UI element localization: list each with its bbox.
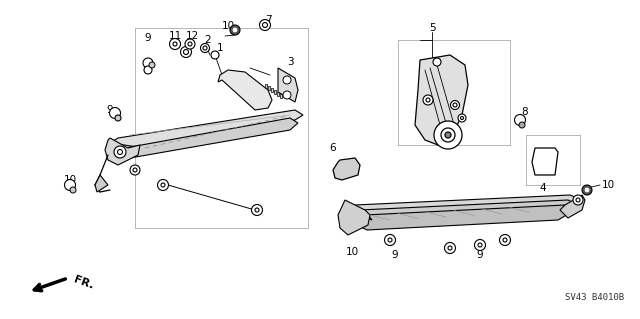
Circle shape [426, 98, 430, 102]
Circle shape [188, 42, 192, 46]
Text: 10: 10 [602, 180, 614, 190]
Circle shape [230, 25, 240, 35]
Circle shape [283, 76, 291, 84]
Circle shape [143, 58, 153, 68]
Text: SV43 B4010B: SV43 B4010B [565, 293, 624, 302]
Polygon shape [348, 208, 362, 223]
Text: 11: 11 [168, 31, 182, 41]
Circle shape [283, 91, 291, 99]
Polygon shape [95, 175, 108, 192]
Text: 10: 10 [221, 21, 235, 31]
Circle shape [157, 180, 168, 190]
Circle shape [515, 115, 525, 125]
Text: 9: 9 [392, 250, 398, 260]
Circle shape [114, 146, 126, 158]
Circle shape [184, 49, 189, 55]
Circle shape [211, 51, 219, 59]
Polygon shape [277, 92, 279, 96]
Circle shape [385, 234, 396, 246]
Circle shape [519, 122, 525, 128]
Circle shape [161, 183, 165, 187]
Circle shape [478, 243, 482, 247]
Circle shape [388, 238, 392, 242]
Polygon shape [278, 68, 298, 102]
Text: 5: 5 [429, 23, 435, 33]
Polygon shape [118, 118, 298, 158]
Circle shape [252, 204, 262, 216]
Circle shape [200, 43, 209, 53]
Circle shape [445, 132, 451, 138]
Polygon shape [352, 200, 578, 225]
Circle shape [433, 58, 441, 66]
Text: 7: 7 [265, 15, 271, 25]
Polygon shape [560, 195, 585, 218]
Circle shape [233, 28, 237, 32]
Circle shape [576, 198, 580, 202]
Polygon shape [415, 55, 468, 145]
Text: 1: 1 [217, 43, 223, 53]
Circle shape [582, 185, 592, 195]
Polygon shape [105, 138, 140, 165]
Polygon shape [532, 148, 558, 175]
Polygon shape [345, 205, 372, 220]
Text: 9: 9 [145, 33, 151, 43]
Circle shape [434, 121, 462, 149]
Circle shape [173, 42, 177, 46]
Text: 10: 10 [63, 175, 77, 185]
Text: 10: 10 [346, 247, 358, 257]
Circle shape [445, 242, 456, 254]
Circle shape [474, 240, 486, 250]
Text: 9: 9 [477, 250, 483, 260]
Text: 12: 12 [186, 31, 198, 41]
Circle shape [109, 108, 120, 118]
Circle shape [453, 103, 457, 107]
Polygon shape [218, 70, 272, 110]
Text: FR.: FR. [72, 275, 95, 291]
Circle shape [65, 180, 76, 190]
Text: 8: 8 [522, 107, 528, 117]
Circle shape [259, 19, 271, 31]
Circle shape [461, 116, 463, 120]
Circle shape [133, 168, 137, 172]
Circle shape [441, 128, 455, 142]
Circle shape [170, 39, 180, 49]
Circle shape [180, 47, 191, 57]
Polygon shape [268, 86, 270, 90]
Polygon shape [357, 205, 575, 230]
Polygon shape [338, 200, 370, 235]
Circle shape [130, 165, 140, 175]
Text: 4: 4 [540, 183, 547, 193]
Polygon shape [265, 84, 267, 88]
Circle shape [499, 234, 511, 246]
Text: 6: 6 [330, 143, 336, 153]
Polygon shape [333, 158, 360, 180]
Circle shape [448, 246, 452, 250]
Circle shape [185, 39, 195, 49]
Circle shape [423, 95, 433, 105]
Text: 9: 9 [107, 105, 113, 115]
Text: 2: 2 [205, 35, 211, 45]
Polygon shape [271, 88, 273, 92]
Text: 3: 3 [287, 57, 293, 67]
Circle shape [203, 46, 207, 50]
Circle shape [458, 114, 466, 122]
Circle shape [149, 62, 155, 68]
Polygon shape [110, 110, 303, 148]
Polygon shape [345, 195, 582, 220]
Circle shape [115, 115, 121, 121]
Circle shape [262, 23, 268, 27]
Circle shape [144, 66, 152, 74]
Circle shape [585, 188, 589, 192]
Polygon shape [280, 94, 282, 98]
Circle shape [255, 208, 259, 212]
Polygon shape [274, 90, 276, 94]
Circle shape [451, 100, 460, 109]
Circle shape [573, 195, 583, 205]
Circle shape [70, 187, 76, 193]
Circle shape [118, 150, 122, 154]
Circle shape [503, 238, 507, 242]
